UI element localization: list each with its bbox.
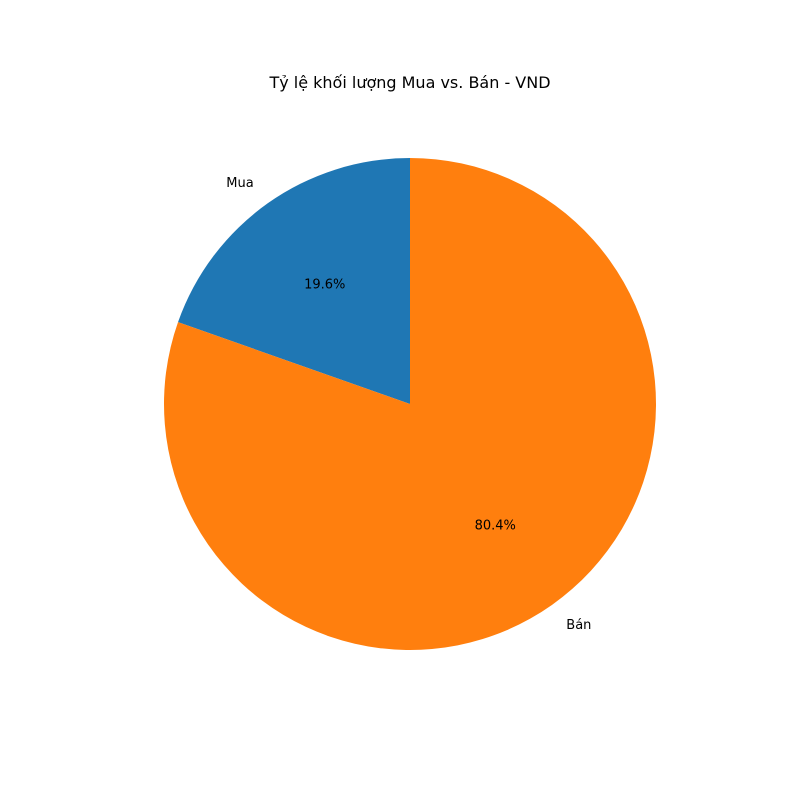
pie-slice-1 (164, 158, 656, 650)
slice-category-label-1: Bán (566, 618, 591, 633)
slices-group (164, 158, 656, 650)
slice-percent-label-1: 80.4% (475, 518, 516, 533)
labels-group: Mua 19.6% Bán 80.4% (226, 176, 591, 633)
pie-slice-0 (178, 158, 410, 404)
chart-title: Tỷ lệ khối lượng Mua vs. Bán - VND (268, 73, 550, 92)
slice-percent-label-0: 19.6% (304, 278, 345, 293)
slice-category-label-0: Mua (226, 176, 253, 191)
